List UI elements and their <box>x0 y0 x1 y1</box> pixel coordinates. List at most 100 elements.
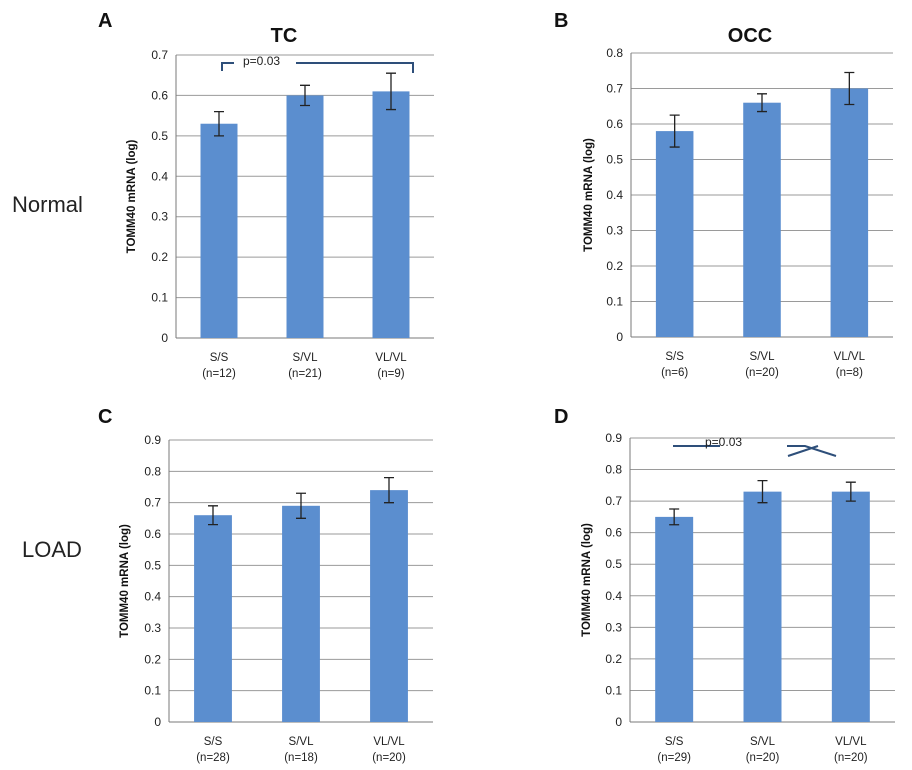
x-tick-label: VL/VL <box>375 352 407 364</box>
bar-s-vl <box>743 491 782 722</box>
panel-letter: D <box>554 406 568 428</box>
error-bar <box>844 71 855 106</box>
error-bar <box>208 505 218 526</box>
y-tick-label: 0.7 <box>144 496 161 510</box>
x-tick-n-label: (n=20) <box>372 752 406 764</box>
y-tick-label: 0.5 <box>606 153 623 167</box>
y-axis-label: TOMM40 mRNA (log) <box>581 523 593 637</box>
x-tick-label: VL/VL <box>373 736 405 748</box>
x-tick-label: S/VL <box>289 736 315 748</box>
x-tick-label: S/S <box>204 736 223 748</box>
bar-s-vl <box>286 95 324 338</box>
bar-s-s <box>194 515 232 722</box>
y-axis-label: TOMM40 mRNA (log) <box>126 139 138 253</box>
chart-title: OCC <box>728 25 772 47</box>
y-tick-label: 0.6 <box>606 117 623 131</box>
y-tick-label: 0 <box>161 331 168 345</box>
error-bar <box>386 72 396 111</box>
y-tick-label: 0.6 <box>144 527 161 541</box>
y-tick-label: 0.3 <box>606 224 623 238</box>
error-bar <box>757 479 768 504</box>
y-tick-label: 0.3 <box>144 621 161 635</box>
error-bar <box>384 476 394 504</box>
row-label-normal: Normal <box>12 192 83 217</box>
row-label-load: LOAD <box>22 537 82 562</box>
y-tick-label: 0.7 <box>151 48 168 62</box>
y-tick-label: 0.1 <box>144 684 161 698</box>
y-tick-label: 0.4 <box>144 590 161 604</box>
x-tick-label: VL/VL <box>835 736 867 748</box>
y-tick-label: 0.8 <box>144 464 161 478</box>
y-tick-label: 0.1 <box>606 295 623 309</box>
y-tick-label: 0.1 <box>151 291 168 305</box>
x-tick-label: S/S <box>210 352 229 364</box>
x-tick-n-label: (n=9) <box>377 368 404 380</box>
y-tick-label: 0.7 <box>606 82 623 96</box>
y-tick-label: 0.4 <box>605 589 622 603</box>
bar-s-vl <box>282 505 320 722</box>
x-tick-label: S/VL <box>293 352 319 364</box>
y-tick-label: 0.9 <box>144 433 161 447</box>
bar-vl-vl <box>372 91 410 338</box>
chart-panel-d: D 0 0.1 0.2 0.3 0.4 0.5 0.6 0.7 0.8 0.9 TOMM40 mRNA… <box>554 406 895 764</box>
error-bar <box>296 492 306 519</box>
y-tick-label: 0.8 <box>605 463 622 477</box>
panel-letter: B <box>554 10 568 32</box>
error-bar <box>214 110 224 137</box>
significance-bracket <box>221 62 414 73</box>
x-tick-n-label: (n=12) <box>202 368 236 380</box>
y-tick-label: 0.5 <box>151 129 168 143</box>
error-bar <box>845 481 856 502</box>
error-bar <box>757 93 767 113</box>
bar-vl-vl <box>370 490 408 722</box>
error-bar <box>669 114 680 148</box>
y-tick-label: 0.2 <box>606 259 623 273</box>
x-tick-label: S/VL <box>750 736 776 748</box>
bar-s-s <box>655 131 694 337</box>
x-tick-n-label: (n=20) <box>745 367 779 379</box>
significance-bracket <box>673 445 837 457</box>
y-tick-label: 0.2 <box>605 652 622 666</box>
x-tick-n-label: (n=20) <box>834 752 868 764</box>
y-tick-label: 0 <box>616 330 623 344</box>
x-tick-label: S/VL <box>750 351 776 363</box>
y-tick-label: 0.3 <box>151 210 168 224</box>
panel-letter: A <box>98 10 112 32</box>
x-tick-n-label: (n=21) <box>288 368 322 380</box>
x-tick-label: S/S <box>665 736 684 748</box>
chart-panel-a: A TC 0 0.1 0.2 0.3 0.4 0.5 0.6 0.7 TOMM40 mRNA (lo… <box>98 10 434 380</box>
chart-panel-b: B OCC 0 0.1 0.2 0.3 0.4 0.5 0.6 0.7 0.8 TOMM40 mRNA… <box>554 10 893 379</box>
chart-panel-c: C 0 0.1 0.2 0.3 0.4 0.5 0.6 0.7 0.8 0.9 TOMM40 mRNA… <box>98 406 433 764</box>
y-tick-label: 0.2 <box>151 250 168 264</box>
y-tick-label: 0.6 <box>605 526 622 540</box>
bar-s-s <box>655 516 694 722</box>
y-axis-label: TOMM40 mRNA (log) <box>583 138 595 252</box>
y-tick-label: 0.4 <box>606 188 623 202</box>
x-tick-n-label: (n=29) <box>657 752 691 764</box>
significance-label: p=0.03 <box>705 435 742 449</box>
x-tick-n-label: (n=6) <box>661 367 688 379</box>
y-tick-label: 0.6 <box>151 88 168 102</box>
x-tick-n-label: (n=20) <box>746 752 780 764</box>
error-bar <box>300 84 310 107</box>
x-tick-label: VL/VL <box>834 351 866 363</box>
y-tick-label: 0.2 <box>144 652 161 666</box>
error-bar <box>669 508 680 526</box>
panel-letter: C <box>98 406 112 428</box>
chart-title: TC <box>271 25 298 47</box>
y-tick-label: 0.5 <box>605 557 622 571</box>
y-tick-label: 0.4 <box>151 169 168 183</box>
x-tick-n-label: (n=18) <box>284 752 318 764</box>
y-tick-label: 0.8 <box>606 46 623 60</box>
y-axis-label: TOMM40 mRNA (log) <box>119 524 131 638</box>
y-tick-label: 0 <box>615 715 622 729</box>
bar-vl-vl <box>831 491 870 722</box>
bar-vl-vl <box>830 88 869 337</box>
y-tick-label: 0.9 <box>605 431 622 445</box>
significance-label: p=0.03 <box>243 54 280 68</box>
x-tick-n-label: (n=28) <box>196 752 230 764</box>
y-tick-label: 0 <box>154 715 161 729</box>
bar-s-s <box>200 123 238 338</box>
y-tick-label: 0.3 <box>605 620 622 634</box>
